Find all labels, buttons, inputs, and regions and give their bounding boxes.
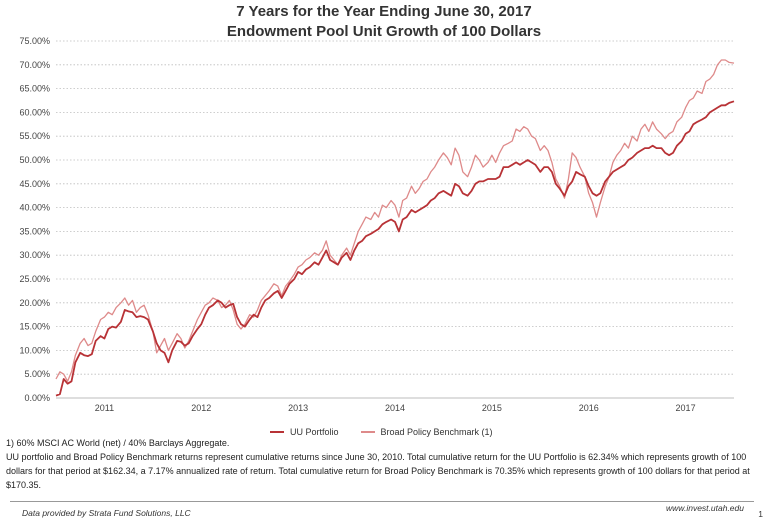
website-link[interactable]: www.invest.utah.edu: [666, 503, 744, 513]
series-lines: [55, 59, 735, 397]
legend-label-benchmark: Broad Policy Benchmark (1): [380, 427, 493, 437]
x-axis-ticks: 2011 2012 2013 2014 2015 2016 2017: [95, 403, 696, 413]
data-source: Data provided by Strata Fund Solutions, …: [22, 508, 191, 518]
y-tick-label: 30.00%: [19, 250, 50, 260]
y-axis-ticks: 0.00% 5.00% 10.00% 15.00% 20.00% 25.00% 30.00%…: [19, 36, 50, 403]
footnote: 1) 60% MSCI AC World (net) / 40% Barclay…: [6, 438, 230, 448]
x-tick-label: 2013: [288, 403, 308, 413]
legend-swatch-portfolio: [270, 431, 284, 433]
y-tick-label: 70.00%: [19, 60, 50, 70]
y-tick-label: 0.00%: [24, 393, 50, 403]
chart-legend: UU Portfolio Broad Policy Benchmark (1): [270, 427, 493, 437]
legend-swatch-benchmark: [360, 431, 375, 433]
y-tick-label: 40.00%: [19, 203, 50, 213]
y-tick-label: 5.00%: [24, 369, 50, 379]
x-tick-label: 2016: [579, 403, 599, 413]
x-tick-label: 2014: [385, 403, 405, 413]
series-line-uu-portfolio: [55, 100, 735, 397]
y-tick-label: 10.00%: [19, 345, 50, 355]
y-tick-label: 60.00%: [19, 107, 50, 117]
x-tick-label: 2011: [95, 403, 114, 413]
x-tick-label: 2015: [482, 403, 502, 413]
legend-item-portfolio: UU Portfolio: [270, 427, 339, 437]
y-tick-label: 20.00%: [19, 298, 50, 308]
chart-title: 7 Years for the Year Ending June 30, 201…: [236, 3, 532, 20]
legend-label-portfolio: UU Portfolio: [290, 427, 339, 437]
legend-item-benchmark: Broad Policy Benchmark (1): [360, 427, 493, 437]
y-tick-label: 55.00%: [19, 131, 50, 141]
y-tick-label: 15.00%: [19, 322, 50, 332]
line-chart: 0.00% 5.00% 10.00% 15.00% 20.00% 25.00% 30.00%…: [19, 36, 735, 413]
page-number: 1: [758, 509, 763, 519]
description-text: UU portfolio and Broad Policy Benchmark …: [6, 452, 750, 490]
chart-subtitle: Endowment Pool Unit Growth of 100 Dollar…: [226, 23, 542, 40]
x-tick-label: 2017: [676, 403, 696, 413]
y-tick-label: 75.00%: [19, 36, 50, 46]
y-tick-label: 65.00%: [19, 84, 50, 94]
footer-divider: [10, 501, 754, 502]
x-tick-label: 2012: [191, 403, 211, 413]
y-tick-label: 25.00%: [19, 274, 50, 284]
y-tick-label: 35.00%: [19, 226, 50, 236]
y-tick-label: 45.00%: [19, 179, 50, 189]
series-line-benchmark: [55, 59, 735, 382]
y-tick-label: 50.00%: [19, 155, 50, 165]
